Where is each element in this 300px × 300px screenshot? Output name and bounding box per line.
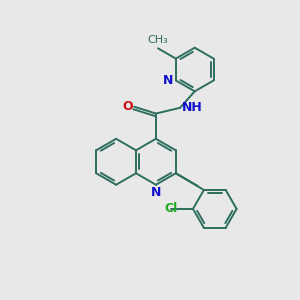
Text: N: N (151, 186, 161, 199)
Text: Cl: Cl (164, 202, 178, 215)
Text: O: O (122, 100, 133, 113)
Text: CH₃: CH₃ (148, 35, 168, 45)
Text: N: N (163, 74, 173, 87)
Text: NH: NH (182, 101, 202, 114)
